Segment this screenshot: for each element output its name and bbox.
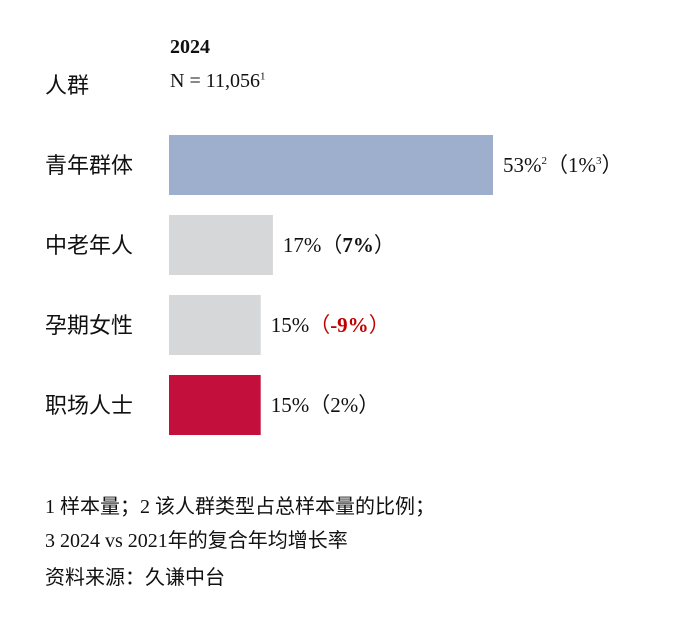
growth-label: -9% — [330, 313, 369, 337]
data-label: 15%（-9%） — [271, 313, 390, 337]
value-label: 15% — [271, 313, 310, 337]
value-label: 53% — [503, 153, 542, 177]
category-label: 职场人士 — [45, 394, 133, 419]
bar — [169, 295, 261, 355]
data-label: 17%（7%） — [283, 233, 395, 257]
growth-note: 3 — [596, 155, 602, 167]
growth-open-paren: （ — [309, 393, 330, 417]
growth-close-paren: ） — [358, 393, 379, 417]
bar — [169, 375, 261, 435]
data-label: 15%（2%） — [271, 393, 380, 417]
value-label: 17% — [283, 233, 322, 257]
bar — [169, 135, 493, 195]
growth-close-paren: ） — [374, 233, 395, 257]
growth-open-paren: （ — [309, 313, 330, 337]
source-note: 资料来源：久谦中台 — [45, 567, 225, 589]
sample-size-label: N = 11,0561 — [170, 70, 265, 93]
bar-chart: 青年群体 53%2（1%3）中老年人 17%（7%）孕期女性 15%（-9%）职场人士… — [45, 135, 623, 435]
value-label: 15% — [271, 393, 310, 417]
growth-close-paren: ） — [369, 313, 390, 337]
growth-close-paren: ） — [602, 153, 623, 177]
sample-size-value: N = 11,056 — [170, 70, 260, 92]
growth-label: 7% — [342, 233, 374, 257]
footnote-2: 3 2024 vs 2021年的复合年均增长率 — [45, 530, 348, 552]
value-note: 2 — [542, 155, 548, 167]
bar — [169, 215, 273, 275]
category-label: 青年群体 — [45, 154, 133, 179]
growth-label: 1% — [568, 153, 596, 177]
footnote-1: 1 样本量；2 该人群类型占总样本量的比例； — [45, 496, 435, 518]
sample-size-note: 1 — [259, 70, 266, 83]
category-label: 中老年人 — [45, 234, 133, 259]
category-label: 孕期女性 — [45, 314, 133, 339]
data-label: 53%2（1%3） — [503, 153, 623, 177]
group-column-header: 人群 — [45, 74, 90, 99]
growth-label: 2% — [330, 393, 358, 417]
growth-open-paren: （ — [547, 153, 568, 177]
growth-open-paren: （ — [321, 233, 342, 257]
year-label: 2024 — [170, 36, 210, 58]
